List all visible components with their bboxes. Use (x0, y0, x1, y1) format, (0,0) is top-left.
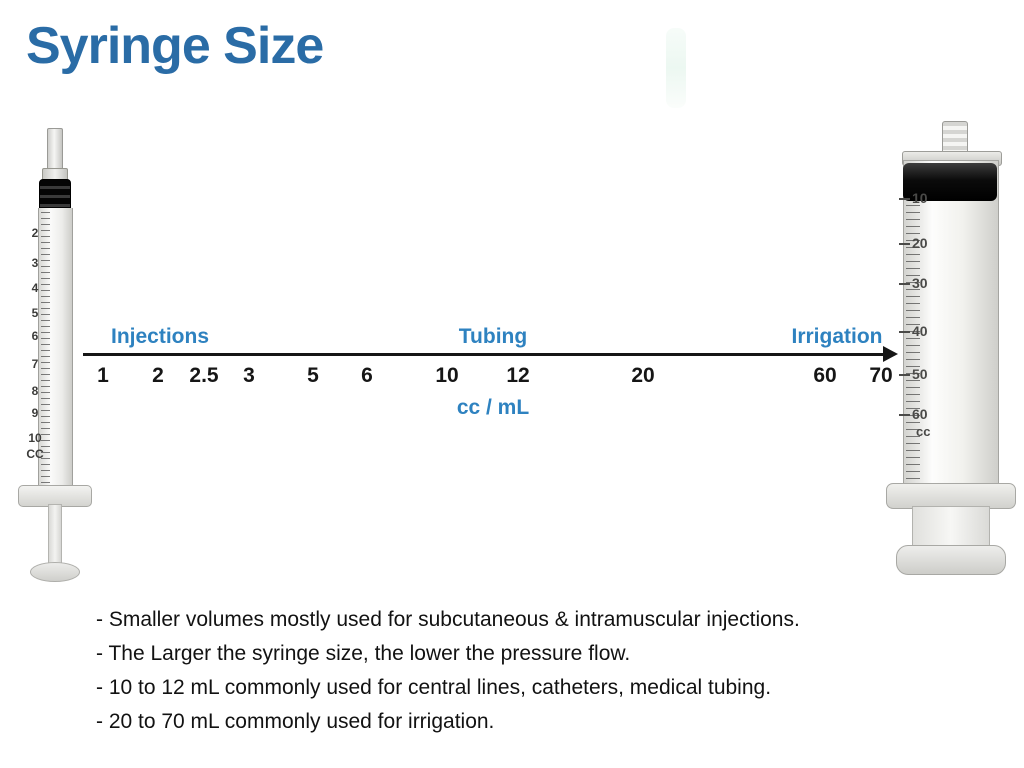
small-syringe-scale-5: 5 (31, 306, 39, 320)
large-syringe-plunger-base (896, 545, 1006, 575)
large-syringe-unit: cc (916, 424, 931, 439)
small-syringe-scale-10: 10 (28, 431, 42, 445)
axis-arrow-icon (883, 346, 898, 362)
axis-tick-3: 3 (243, 364, 255, 387)
large-syringe-plunger-stopper (903, 163, 997, 201)
small-syringe-scale-2: 2 (31, 226, 39, 240)
small-syringe-unit: CC (26, 447, 44, 461)
note-line-4: - 20 to 70 mL commonly used for irrigati… (96, 710, 495, 733)
axis-unit-label: cc / mL (456, 396, 530, 419)
note-line-3: - 10 to 12 mL commonly used for central … (96, 676, 772, 699)
small-syringe-scale-8: 8 (31, 384, 39, 398)
axis-tick-10: 10 (435, 364, 459, 387)
note-line-1: - Smaller volumes mostly used for subcut… (96, 608, 800, 631)
small-syringe-scale-4: 4 (31, 281, 39, 295)
page-title: Syringe Size (26, 17, 324, 75)
small-syringe-scale-9: 9 (31, 406, 39, 420)
axis-label-irrigation: Irrigation (791, 325, 883, 348)
large-syringe-graduation-ticks (906, 205, 920, 487)
large-syringe-scale-60: 60 (899, 406, 928, 422)
large-syringe-image: 10 20 30 40 50 60 cc (882, 108, 1022, 586)
large-syringe-scale-30: 30 (899, 275, 928, 291)
small-syringe-image: 2 3 4 5 6 7 8 9 10 CC (14, 100, 110, 590)
note-line-2: - The Larger the syringe size, the lower… (96, 642, 631, 665)
axis-tick-6: 6 (361, 364, 373, 387)
large-syringe-scale-20: 20 (899, 235, 928, 251)
small-syringe-scale-7: 7 (31, 357, 39, 371)
large-syringe-plunger-shaft (912, 506, 990, 550)
size-axis-line (83, 353, 884, 356)
axis-tick-12: 12 (506, 364, 530, 387)
axis-label-tubing: Tubing (458, 325, 528, 348)
small-syringe-scale-3: 3 (31, 256, 39, 270)
axis-tick-70: 70 (869, 364, 893, 387)
axis-tick-60: 60 (813, 364, 837, 387)
axis-tick-20: 20 (631, 364, 655, 387)
small-syringe-plunger-base (30, 562, 80, 582)
small-syringe-graduation-ticks (41, 212, 50, 486)
axis-tick-2: 2 (152, 364, 164, 387)
large-syringe-scale-10: 10 (899, 190, 928, 206)
axis-tick-5: 5 (307, 364, 319, 387)
large-syringe-scale-50: 50 (899, 366, 928, 382)
faint-smudge-artifact (666, 28, 686, 108)
small-syringe-plunger-rod (48, 504, 62, 568)
axis-tick-2-5: 2.5 (189, 364, 219, 387)
large-syringe-scale-40: 40 (899, 323, 928, 339)
axis-tick-1: 1 (97, 364, 109, 387)
large-syringe-barrel (903, 160, 999, 492)
notes-list: - Smaller volumes mostly used for subcut… (96, 603, 800, 739)
axis-label-injections: Injections (110, 325, 210, 348)
small-syringe-scale-6: 6 (31, 329, 39, 343)
